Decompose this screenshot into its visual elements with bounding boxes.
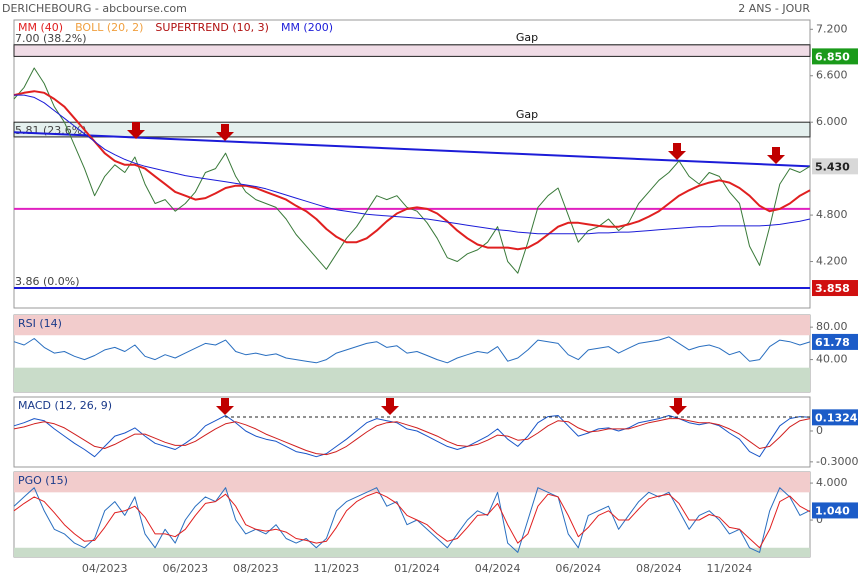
gap-label: Gap [516, 31, 538, 44]
series-line [13, 67, 811, 274]
x-tick-label: 08/2024 [636, 562, 682, 575]
panel-label: MACD (12, 26, 9) [18, 399, 112, 412]
value-marker [812, 158, 858, 175]
panel-label: RSI (14) [18, 317, 62, 330]
zone [14, 547, 810, 557]
level-label: 7.00 (38.2%) [15, 32, 87, 45]
x-tick-label: 04/2023 [82, 562, 128, 575]
legend-entry: SUPERTREND (10, 3) [155, 21, 269, 34]
arrow [216, 124, 234, 141]
value-marker [812, 333, 858, 350]
value-marker [812, 280, 858, 297]
arrow [767, 147, 785, 164]
legend-entry: MM (200) [281, 21, 333, 34]
series-line [14, 94, 811, 235]
arrow [668, 143, 686, 160]
y-tick-label: 40.00 [816, 353, 848, 366]
legend-entry: MM (40) [18, 21, 63, 34]
value-marker [812, 409, 858, 426]
panel-frame [13, 396, 811, 468]
signal-arrows [127, 122, 785, 415]
value-marker-label: 6.850 [815, 50, 850, 63]
x-tick-label: 11/2023 [314, 562, 360, 575]
x-tick-label: 06/2023 [162, 562, 208, 575]
y-tick-label: 6.600 [816, 69, 848, 82]
gap-box [13, 44, 811, 57]
zone [14, 472, 810, 493]
arrow [381, 398, 399, 415]
period: 2 ANS - JOUR [738, 2, 810, 15]
series-line [13, 415, 811, 458]
arrow [669, 398, 687, 415]
x-tick-label: 06/2024 [555, 562, 601, 575]
value-marker-label: 1.040 [815, 504, 850, 517]
series-line [13, 491, 811, 549]
y-tick-label: 0 [816, 513, 823, 526]
value-marker-label: 3.858 [815, 282, 850, 295]
series-line [13, 418, 811, 456]
y-tick-label: -0.3000 [816, 455, 858, 468]
arrow [127, 122, 145, 139]
y-tick-label: 0 [816, 424, 823, 437]
x-tick-label: 04/2024 [475, 562, 521, 575]
y-tick-label: 80.00 [816, 320, 848, 333]
value-marker [812, 502, 858, 519]
y-tick-label: 7.200 [816, 22, 848, 35]
zone [14, 367, 810, 392]
value-marker-label: 5.430 [815, 160, 850, 173]
value-marker-label: 61.78 [815, 336, 850, 349]
level-label: 3.86 (0.0%) [15, 275, 80, 288]
value-marker [812, 48, 858, 65]
x-tick-label: 11/2024 [707, 562, 753, 575]
series-line [13, 487, 811, 553]
legend-entry: BOLL (20, 2) [75, 21, 143, 34]
chart-title: DERICHEBOURG - abcbourse.com [2, 2, 187, 15]
y-tick-label: 4.200 [816, 255, 848, 268]
arrow [216, 398, 234, 415]
value-marker-label: 0.1324 [815, 411, 858, 424]
trendline [13, 131, 811, 168]
series-line [13, 336, 811, 364]
zone [14, 315, 810, 336]
x-tick-label: 08/2023 [233, 562, 279, 575]
y-tick-label: 4.000 [816, 476, 848, 489]
gap-label: Gap [516, 108, 538, 121]
panel-frame [13, 19, 811, 309]
y-tick-label: 6.000 [816, 115, 848, 128]
series-line [13, 90, 811, 251]
x-tick-label: 01/2024 [394, 562, 440, 575]
panel-label: PGO (15) [18, 474, 68, 487]
y-tick-label: 4.800 [816, 208, 848, 221]
